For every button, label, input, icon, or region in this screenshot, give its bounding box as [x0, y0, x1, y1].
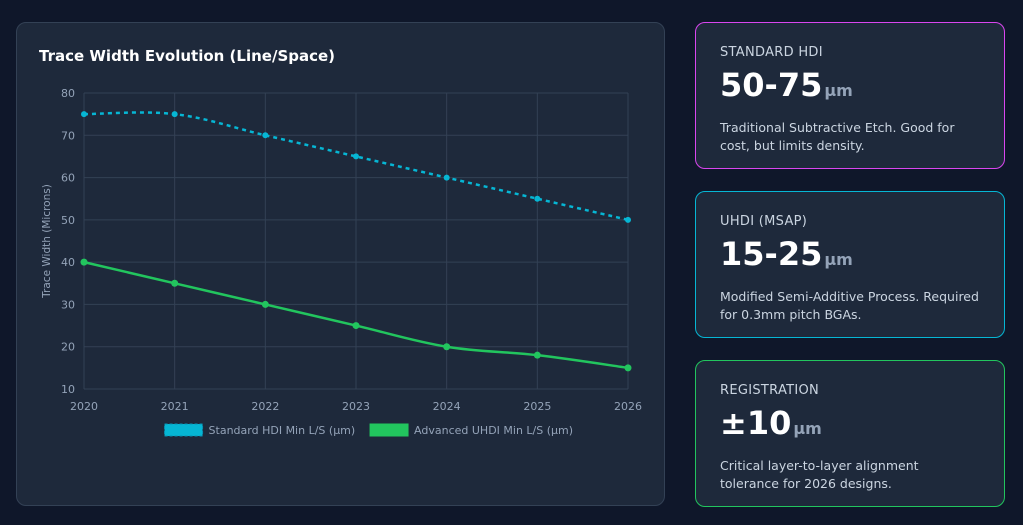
y-tick-label: 10	[61, 383, 75, 396]
stat-unit: µm	[793, 419, 822, 438]
stat-number: 50-75	[720, 66, 823, 104]
legend-label-0: Standard HDI Min L/S (µm)	[209, 424, 356, 437]
stat-card-registration: REGISTRATION ±10 µm Critical layer-to-lay…	[695, 360, 1005, 507]
legend-swatch-0	[164, 423, 204, 437]
y-tick-label: 30	[61, 298, 75, 311]
chart-title: Trace Width Evolution (Line/Space)	[39, 47, 336, 65]
data-point	[624, 364, 632, 372]
x-tick-label: 2021	[161, 400, 189, 413]
data-point	[443, 174, 450, 181]
stat-number: 15-25	[720, 235, 823, 273]
data-point	[81, 111, 87, 118]
y-axis-label: Trace Width (Microns)	[41, 184, 53, 299]
stat-label: STANDARD HDI	[720, 45, 823, 60]
x-tick-label: 2025	[523, 400, 551, 413]
chart-card: Trace Width Evolution (Line/Space) 10 20 3…	[16, 22, 665, 506]
data-point	[171, 111, 178, 118]
data-point	[80, 258, 88, 266]
data-point	[534, 195, 541, 202]
legend-label-1: Advanced UHDI Min L/S (µm)	[414, 424, 573, 437]
y-tick-label: 80	[61, 87, 75, 100]
x-tick-label: 2024	[433, 400, 461, 413]
y-tick-label: 70	[61, 129, 75, 142]
data-point	[261, 300, 269, 308]
stat-value: 15-25 µm	[720, 234, 980, 280]
x-tick-label: 2022	[251, 400, 279, 413]
stat-label: REGISTRATION	[720, 383, 820, 398]
stat-description: Traditional Subtractive Etch. Good for c…	[720, 120, 955, 153]
data-point	[171, 279, 179, 287]
stat-value: 50-75 µm	[720, 65, 980, 111]
y-tick-label: 60	[61, 172, 75, 185]
trace-width-chart: 10 20 30 40 50 60 70 80 2020 2021 2022 2023 2024 2025…	[41, 87, 642, 437]
data-point	[533, 351, 541, 359]
stat-number: ±10	[720, 404, 792, 442]
stat-description: Critical layer-to-layer alignment tolera…	[720, 458, 919, 491]
legend-swatch-1	[369, 423, 409, 437]
y-tick-label: 20	[61, 341, 75, 354]
x-tick-label: 2026	[614, 400, 642, 413]
stat-card-uhdi-msap: UHDI (MSAP) 15-25 µm Modified Semi-Additi…	[695, 191, 1005, 338]
data-point	[262, 132, 269, 139]
stat-value: ±10 µm	[720, 403, 980, 449]
x-tick-label: 2020	[70, 400, 98, 413]
data-point	[352, 322, 360, 330]
stat-unit: µm	[824, 81, 853, 100]
stat-card-standard-hdi: STANDARD HDI 50-75 µm Traditional Subtrac…	[695, 22, 1005, 169]
y-tick-label: 40	[61, 256, 75, 269]
stat-unit: µm	[824, 250, 853, 269]
data-point	[625, 216, 631, 223]
y-tick-label: 50	[61, 214, 75, 227]
stat-label: UHDI (MSAP)	[720, 214, 808, 229]
x-tick-label: 2023	[342, 400, 370, 413]
data-point	[443, 343, 451, 351]
data-point	[353, 153, 359, 160]
stat-description: Modified Semi-Additive Process. Required…	[720, 289, 979, 322]
